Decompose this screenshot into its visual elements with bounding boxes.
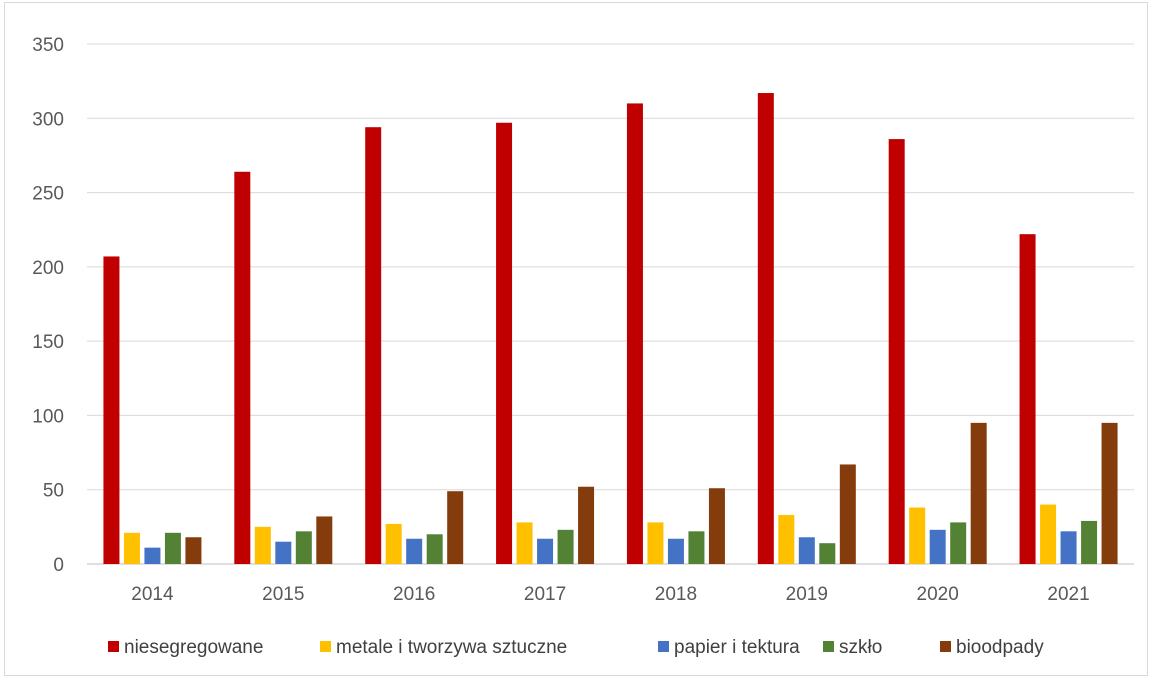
bar-szkło-2014 [164,532,181,564]
legend-swatch [320,641,331,652]
bar-niesegregowane-2019 [757,93,774,565]
bar-niesegregowane-2020 [888,139,905,565]
legend-swatch [823,641,834,652]
x-tick-label: 2015 [262,584,304,605]
y-tick-label: 350 [32,35,64,56]
bar-szkło-2018 [688,531,705,564]
x-axis-ticks: 2014 2015 2016 2017 2018 2019 2020 2021 [131,584,1089,605]
bar-bioodpady-2020 [970,422,987,564]
legend-label: niesegregowane [124,637,263,658]
y-tick-label: 250 [32,184,64,205]
bar-niesegregowane-2015 [234,171,251,564]
bar-papier-i-tektura-2021 [1060,531,1077,564]
bar-niesegregowane-2018 [626,103,643,564]
y-axis-ticks: 0 50 100 150 200 250 300 350 [32,35,64,576]
bar-bioodpady-2017 [578,486,595,564]
bar-papier-i-tektura-2016 [406,538,423,564]
bar-szkło-2019 [819,543,836,564]
bars [103,93,1118,565]
bar-metale-i-tworzywa-sztuczne-2014 [123,532,140,564]
legend-swatch [658,641,669,652]
bar-metale-i-tworzywa-sztuczne-2021 [1040,504,1057,564]
legend-label: szkło [839,637,882,658]
legend-swatch [940,641,951,652]
x-tick-label: 2016 [393,584,435,605]
bar-niesegregowane-2017 [496,122,513,564]
x-tick-label: 2020 [917,584,959,605]
bar-papier-i-tektura-2015 [275,541,292,564]
y-tick-label: 50 [43,481,64,502]
bar-metale-i-tworzywa-sztuczne-2016 [385,523,402,564]
bar-niesegregowane-2016 [365,127,382,564]
legend-label: papier i tektura [674,637,800,658]
bar-szkło-2015 [295,531,312,564]
y-tick-label: 0 [53,555,64,576]
bar-szkło-2021 [1081,520,1098,564]
legend-label: bioodpady [956,637,1044,658]
x-tick-label: 2021 [1047,584,1089,605]
bar-bioodpady-2019 [839,464,856,564]
bar-papier-i-tektura-2018 [667,538,684,564]
x-tick-label: 2014 [131,584,174,605]
bar-papier-i-tektura-2020 [929,529,946,564]
bar-metale-i-tworzywa-sztuczne-2019 [778,514,795,564]
bar-papier-i-tektura-2019 [798,537,815,564]
y-tick-label: 100 [32,406,64,427]
bar-niesegregowane-2014 [103,256,120,564]
x-tick-label: 2019 [786,584,828,605]
bar-metale-i-tworzywa-sztuczne-2017 [516,522,533,564]
bar-szkło-2017 [557,529,574,564]
bar-metale-i-tworzywa-sztuczne-2018 [647,522,664,564]
bar-papier-i-tektura-2014 [144,547,161,564]
bar-szkło-2016 [426,534,443,564]
bar-metale-i-tworzywa-sztuczne-2020 [909,507,926,564]
legend-label: metale i tworzywa sztuczne [336,637,567,658]
bar-bioodpady-2014 [185,537,202,564]
x-tick-label: 2018 [655,584,697,605]
bar-papier-i-tektura-2017 [537,538,554,564]
bar-niesegregowane-2021 [1019,234,1036,564]
bar-metale-i-tworzywa-sztuczne-2015 [254,526,271,564]
bar-bioodpady-2016 [447,491,464,564]
bar-bioodpady-2015 [316,516,333,564]
y-tick-label: 300 [32,109,64,130]
y-tick-label: 150 [32,332,64,353]
legend-swatch [108,641,119,652]
bar-bioodpady-2021 [1101,422,1118,564]
bar-szkło-2020 [950,522,967,564]
legend: niesegregowane metale i tworzywa sztuczne… [108,637,1044,658]
bar-bioodpady-2018 [708,488,725,564]
x-tick-label: 2017 [524,584,566,605]
y-tick-label: 200 [32,258,64,279]
